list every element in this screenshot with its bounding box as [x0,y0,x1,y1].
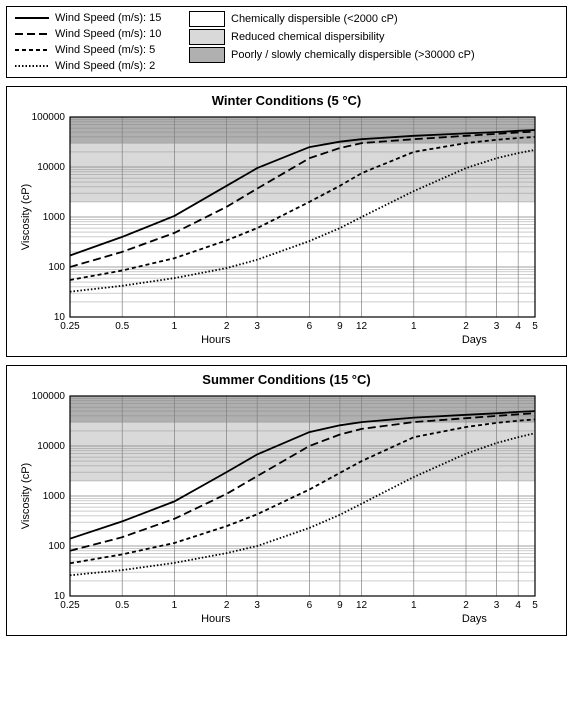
legend-line-item: Wind Speed (m/s): 2 [15,59,165,73]
y-tick-label: 100 [48,541,65,552]
legend-band-label: Chemically dispersible (<2000 cP) [231,13,398,25]
x-tick-label: 1 [411,600,417,611]
y-tick-label: 10000 [37,441,65,452]
x-tick-label: 2 [224,600,230,611]
legend-line-label: Wind Speed (m/s): 10 [55,28,161,40]
x-tick-label: 4 [515,600,521,611]
chart-svg: 101001000100001000000.250.5123691212345H… [15,391,545,626]
x-tick-label: 0.5 [115,600,129,611]
legend-band-label: Reduced chemical dispersibility [231,31,384,43]
x-tick-label: 3 [494,321,500,332]
chart-panel: Summer Conditions (15 °C)101001000100001… [6,365,567,636]
legend-band-swatch [189,47,225,63]
chart-panel: Winter Conditions (5 °C)1010010001000010… [6,86,567,357]
x-tick-label: 9 [337,600,343,611]
y-tick-label: 1000 [43,491,66,502]
legend-line-sample [15,11,49,25]
legend-line-label: Wind Speed (m/s): 5 [55,44,155,56]
chart-title: Summer Conditions (15 °C) [15,372,558,387]
legend-band-swatch [189,11,225,27]
x-tick-label: 1 [172,321,178,332]
legend-line-sample [15,59,49,73]
y-tick-label: 100000 [32,112,66,123]
x-tick-label: 6 [307,600,313,611]
x-tick-label: 3 [254,321,260,332]
x-tick-label: 0.25 [60,600,80,611]
y-axis-label: Viscosity (cP) [20,184,32,250]
legend-band-swatch [189,29,225,45]
legend-line-item: Wind Speed (m/s): 5 [15,43,165,57]
x-tick-label: 6 [307,321,313,332]
x-tick-label: 3 [254,600,260,611]
chart-container: 101001000100001000000.250.5123691212345H… [15,112,558,352]
x-axis-label-days: Days [462,334,488,346]
legend-band-item: Poorly / slowly chemically dispersible (… [189,47,475,63]
x-tick-label: 3 [494,600,500,611]
legend-line-label: Wind Speed (m/s): 2 [55,60,155,72]
x-tick-label: 1 [172,600,178,611]
x-tick-label: 12 [356,321,368,332]
x-tick-label: 2 [463,600,469,611]
legend-band-item: Reduced chemical dispersibility [189,29,475,45]
legend-line-item: Wind Speed (m/s): 15 [15,11,165,25]
x-tick-label: 2 [224,321,230,332]
x-tick-label: 0.25 [60,321,80,332]
y-axis-label: Viscosity (cP) [20,463,32,529]
x-tick-label: 4 [515,321,521,332]
x-tick-label: 9 [337,321,343,332]
legend-line-item: Wind Speed (m/s): 10 [15,27,165,41]
x-tick-label: 0.5 [115,321,129,332]
legend-panel: Wind Speed (m/s): 15 Wind Speed (m/s): 1… [6,6,567,78]
y-tick-label: 100000 [32,391,66,402]
legend-band-label: Poorly / slowly chemically dispersible (… [231,49,475,61]
x-tick-label: 1 [411,321,417,332]
y-tick-label: 100 [48,262,65,273]
chart-container: 101001000100001000000.250.5123691212345H… [15,391,558,631]
chart-title: Winter Conditions (5 °C) [15,93,558,108]
x-tick-label: 12 [356,600,368,611]
y-tick-label: 10000 [37,162,65,173]
x-tick-label: 5 [532,600,538,611]
x-tick-label: 2 [463,321,469,332]
legend-line-sample [15,43,49,57]
legend-line-label: Wind Speed (m/s): 15 [55,12,161,24]
dispersibility-band [70,117,535,143]
x-tick-label: 5 [532,321,538,332]
y-tick-label: 1000 [43,212,66,223]
legend-line-sample [15,27,49,41]
legend-band-item: Chemically dispersible (<2000 cP) [189,11,475,27]
chart-svg: 101001000100001000000.250.5123691212345H… [15,112,545,347]
x-axis-label-days: Days [462,613,488,625]
x-axis-label-hours: Hours [201,334,231,346]
x-axis-label-hours: Hours [201,613,231,625]
